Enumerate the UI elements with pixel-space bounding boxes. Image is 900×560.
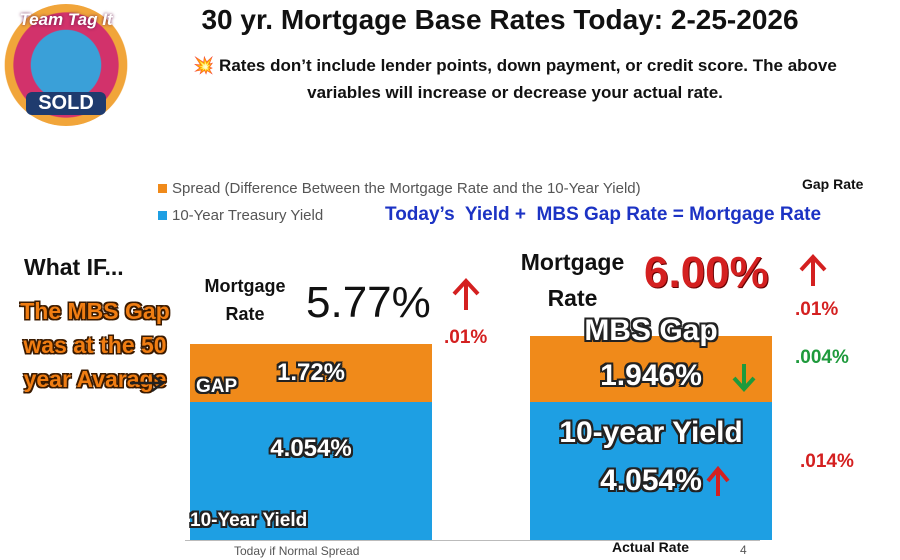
yield-label: 10-year Yield xyxy=(559,416,743,449)
value-label: 1.946% xyxy=(600,359,702,393)
value-label: 1.72% xyxy=(276,358,346,386)
value-label: 4.054% xyxy=(600,464,702,498)
what-if: What IF... xyxy=(24,254,124,280)
gap-rate-label: Gap Rate xyxy=(802,176,864,192)
baseline xyxy=(185,540,760,541)
logo: Team Tag It SOLD xyxy=(4,4,128,126)
bar-segment xyxy=(190,402,432,540)
title: 30 yr. Mortgage Base Rates Today: 2-25-2… xyxy=(201,4,799,35)
logo-top: Team Tag It xyxy=(19,10,113,29)
x-label: Today if Normal Spread xyxy=(234,544,360,558)
yield-change: .014% xyxy=(800,451,854,472)
bar-segment xyxy=(530,336,772,403)
legend-label: Spread (Difference Between the Mortgage … xyxy=(172,180,641,197)
x-label: Actual Rate xyxy=(612,539,690,555)
down-arrow xyxy=(732,364,756,392)
mortgage-label: Mortgage Rate xyxy=(204,276,286,324)
logo-bottom: SOLD xyxy=(26,92,106,115)
up-arrow xyxy=(799,254,827,286)
subtitle: 💥 Rates don’t include lender points, dow… xyxy=(193,56,837,102)
up-arrow xyxy=(706,466,730,496)
mortgage-label: Mortgage Rate xyxy=(520,249,625,311)
mbs-gap-label: MBS Gap xyxy=(584,314,718,347)
legend-label: 10-Year Treasury Yield xyxy=(172,207,324,224)
arrow xyxy=(130,373,166,393)
change: .01% xyxy=(795,299,839,320)
up-arrow xyxy=(452,278,480,310)
value-label: 4.054% xyxy=(270,434,352,462)
mortgage-rate: 6.00% xyxy=(644,248,769,297)
bar-segment xyxy=(530,402,772,540)
gap-label: GAP xyxy=(196,376,238,397)
change: .01% xyxy=(444,327,488,348)
legend-swatch xyxy=(158,184,167,193)
mbs-gap-50: The MBS Gap was at the 50 year Avarage xyxy=(20,298,170,392)
legend-swatch xyxy=(158,211,167,220)
gap-change: .004% xyxy=(795,347,849,368)
page-number: 4 xyxy=(740,543,747,557)
formula: Today’s Yield + MBS Gap Rate = Mortgage … xyxy=(385,204,822,225)
yield-label: 10-Year Yield xyxy=(190,510,308,531)
bar-segment xyxy=(190,343,432,403)
mortgage-rate: 5.77% xyxy=(306,278,431,327)
